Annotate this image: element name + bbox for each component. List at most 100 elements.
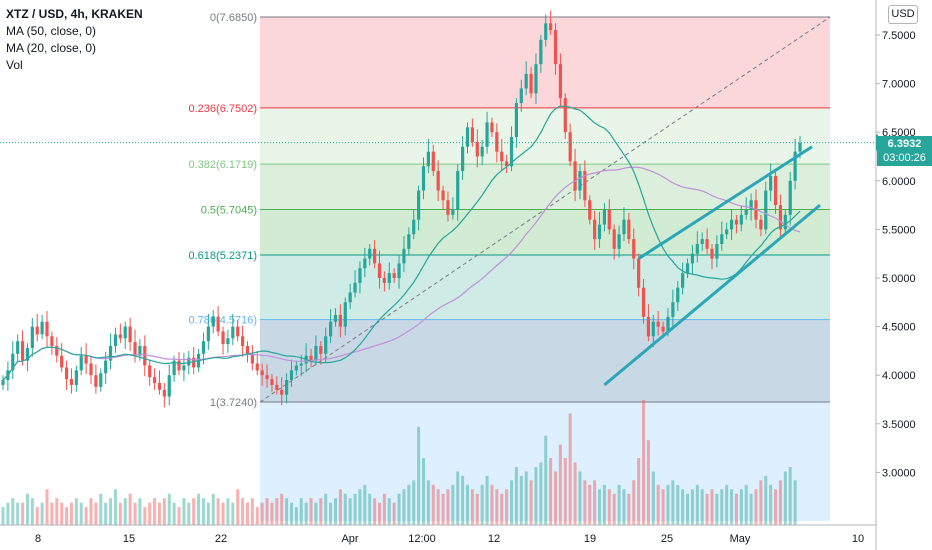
volume-bar bbox=[612, 493, 616, 525]
candle-body bbox=[94, 375, 98, 387]
candle-body bbox=[441, 190, 445, 201]
volume-bar bbox=[519, 475, 523, 525]
candle-body bbox=[118, 334, 122, 339]
candle-body bbox=[436, 171, 440, 191]
price-tick-label: 3.5000 bbox=[882, 419, 916, 431]
volume-bar bbox=[461, 475, 465, 525]
candle-body bbox=[368, 248, 372, 259]
time-tick-label: 12 bbox=[488, 533, 500, 545]
candle-body bbox=[60, 355, 64, 368]
candle-body bbox=[172, 360, 176, 376]
volume-bar bbox=[89, 498, 93, 525]
candle-body bbox=[402, 248, 406, 264]
volume-bar bbox=[226, 498, 230, 525]
volume-legend[interactable]: Vol bbox=[6, 58, 23, 72]
volume-bar bbox=[690, 489, 694, 525]
currency-badge[interactable]: USD bbox=[888, 5, 918, 24]
volume-bar bbox=[21, 502, 25, 525]
fib-zone bbox=[260, 402, 830, 521]
volume-bar bbox=[236, 489, 240, 525]
volume-bar bbox=[285, 498, 289, 525]
candle-body bbox=[685, 263, 690, 274]
candle-body bbox=[329, 321, 333, 337]
fib-level-label: 0(7.6850) bbox=[210, 12, 257, 24]
volume-bar bbox=[793, 480, 797, 525]
candle-body bbox=[573, 161, 577, 191]
volume-bar bbox=[490, 484, 494, 525]
volume-bar bbox=[441, 493, 445, 525]
candle-body bbox=[641, 287, 646, 317]
candle-body bbox=[309, 355, 313, 361]
volume-bar bbox=[573, 462, 577, 525]
volume-bar bbox=[588, 484, 592, 525]
volume-bar bbox=[524, 471, 528, 525]
volume-bar bbox=[417, 426, 421, 525]
candle-body bbox=[89, 363, 93, 376]
volume-bar bbox=[642, 400, 646, 525]
fib-level-label: 0.382(6.1719) bbox=[189, 159, 258, 171]
volume-bar bbox=[118, 502, 122, 525]
volume-bar bbox=[182, 498, 186, 525]
ma50-legend[interactable]: MA (50, close, 0) bbox=[6, 24, 97, 38]
ma20-legend[interactable]: MA (20, close, 0) bbox=[6, 41, 97, 55]
candle-body bbox=[284, 380, 289, 395]
candle-body bbox=[715, 243, 719, 259]
candle-body bbox=[167, 375, 171, 397]
candle-body bbox=[446, 200, 450, 215]
time-tick-label: 10 bbox=[852, 533, 864, 545]
volume-bar bbox=[446, 489, 450, 525]
candle-body bbox=[490, 122, 494, 133]
candle-body bbox=[475, 141, 479, 157]
volume-bar bbox=[197, 493, 201, 525]
volume-bar bbox=[128, 493, 132, 525]
volume-bar bbox=[162, 498, 166, 525]
candle-body bbox=[133, 342, 137, 356]
volume-bar bbox=[123, 498, 127, 525]
candle-body bbox=[16, 341, 20, 354]
candle-body bbox=[20, 341, 25, 361]
candle-body bbox=[192, 357, 196, 368]
volume-bar bbox=[113, 489, 117, 525]
volume-bar bbox=[480, 484, 484, 525]
volume-bar bbox=[1, 507, 5, 525]
volume-bar bbox=[55, 498, 59, 525]
volume-bar bbox=[661, 489, 665, 525]
candle-body bbox=[505, 161, 509, 167]
candle-body bbox=[270, 379, 274, 385]
candle-body bbox=[720, 234, 724, 244]
volume-bar bbox=[153, 498, 157, 525]
candle-body bbox=[382, 278, 386, 283]
symbol-title[interactable]: XTZ / USD, 4h, KRAKEN bbox=[6, 7, 143, 21]
candle-body bbox=[289, 370, 294, 381]
candle-body bbox=[661, 326, 665, 332]
candle-body bbox=[74, 370, 78, 385]
fib-zone bbox=[260, 319, 830, 403]
price-tick-label: 3.0000 bbox=[882, 467, 916, 479]
candle-body bbox=[338, 314, 342, 327]
candle-body bbox=[461, 146, 465, 172]
volume-bar bbox=[466, 484, 470, 525]
last-price-tag: 6.3932 03:00:26 bbox=[877, 136, 932, 166]
candle-body bbox=[84, 355, 88, 364]
candle-body bbox=[451, 209, 455, 215]
candle-body bbox=[588, 200, 592, 220]
candle-body bbox=[519, 88, 523, 104]
candle-body bbox=[529, 73, 533, 94]
fib-zone bbox=[260, 107, 830, 165]
candle-body bbox=[314, 346, 318, 361]
volume-bar bbox=[382, 493, 386, 525]
volume-bar bbox=[578, 471, 582, 525]
candle-body bbox=[123, 326, 127, 339]
volume-bar bbox=[11, 498, 15, 525]
volume-bar bbox=[671, 480, 675, 525]
candle-body bbox=[35, 326, 39, 335]
time-tick-label: 22 bbox=[215, 533, 227, 545]
candle-body bbox=[798, 142, 802, 152]
candle-body bbox=[319, 346, 323, 354]
volume-bar bbox=[353, 493, 357, 525]
volume-bar bbox=[778, 480, 782, 525]
fib-level-label: 0.5(5.7045) bbox=[201, 205, 257, 217]
volume-bar bbox=[426, 480, 430, 525]
time-tick-label: 12:00 bbox=[408, 533, 436, 545]
